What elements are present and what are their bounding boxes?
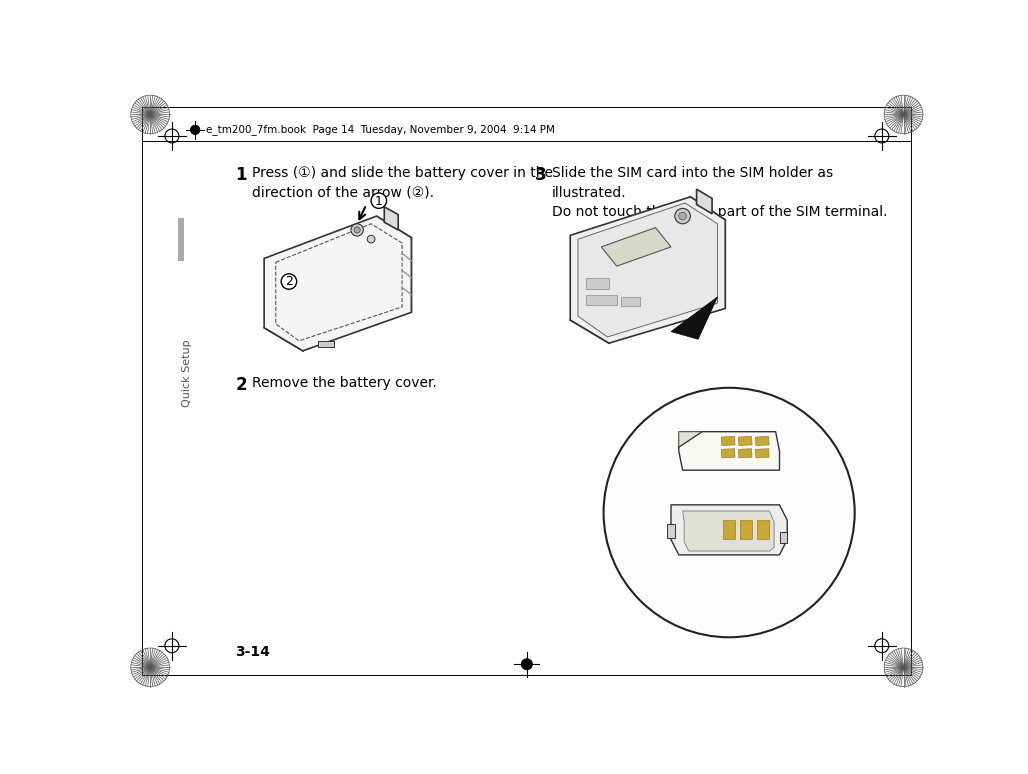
Bar: [779, 532, 787, 543]
Bar: [738, 437, 752, 446]
Circle shape: [282, 274, 297, 289]
Bar: [667, 524, 674, 538]
Text: e_tm200_7fm.book  Page 14  Tuesday, November 9, 2004  9:14 PM: e_tm200_7fm.book Page 14 Tuesday, Novemb…: [206, 125, 555, 135]
Bar: [756, 437, 769, 446]
Circle shape: [351, 224, 363, 236]
Text: 1: 1: [375, 194, 382, 207]
Bar: [319, 341, 334, 347]
Polygon shape: [691, 197, 725, 309]
Text: Quick Setup: Quick Setup: [182, 339, 191, 407]
Polygon shape: [384, 207, 398, 230]
Text: Remove the battery cover.: Remove the battery cover.: [253, 376, 437, 390]
Polygon shape: [678, 432, 702, 447]
Bar: [756, 449, 769, 458]
Polygon shape: [671, 505, 787, 555]
Polygon shape: [678, 432, 779, 470]
Bar: [738, 449, 752, 458]
Text: 3-14: 3-14: [235, 645, 270, 659]
Circle shape: [371, 193, 387, 208]
Bar: [740, 520, 752, 539]
Polygon shape: [571, 197, 725, 343]
Polygon shape: [697, 189, 712, 214]
Polygon shape: [683, 511, 774, 551]
Bar: [757, 520, 769, 539]
Polygon shape: [601, 228, 671, 266]
Bar: [722, 437, 735, 446]
Text: 3: 3: [535, 166, 546, 184]
Polygon shape: [376, 216, 411, 313]
Text: 2: 2: [285, 276, 293, 289]
Circle shape: [674, 208, 691, 224]
Circle shape: [678, 212, 687, 220]
Bar: [586, 278, 609, 289]
Bar: [621, 297, 640, 307]
Circle shape: [354, 227, 360, 233]
Text: 2: 2: [235, 376, 247, 394]
Bar: [178, 218, 184, 261]
Circle shape: [190, 125, 199, 135]
Bar: [586, 296, 617, 305]
Text: 1: 1: [235, 166, 247, 184]
Polygon shape: [578, 203, 718, 337]
Polygon shape: [671, 297, 718, 339]
Bar: [723, 520, 735, 539]
Circle shape: [521, 659, 533, 670]
Text: Slide the SIM card into the SIM holder as
illustrated.
Do not touch the metal pa: Slide the SIM card into the SIM holder a…: [552, 166, 887, 219]
Circle shape: [603, 388, 854, 637]
Circle shape: [367, 235, 375, 243]
Text: Press (①) and slide the battery cover in the
direction of the arrow (②).: Press (①) and slide the battery cover in…: [253, 166, 553, 200]
Bar: [722, 449, 735, 458]
Polygon shape: [264, 216, 411, 351]
